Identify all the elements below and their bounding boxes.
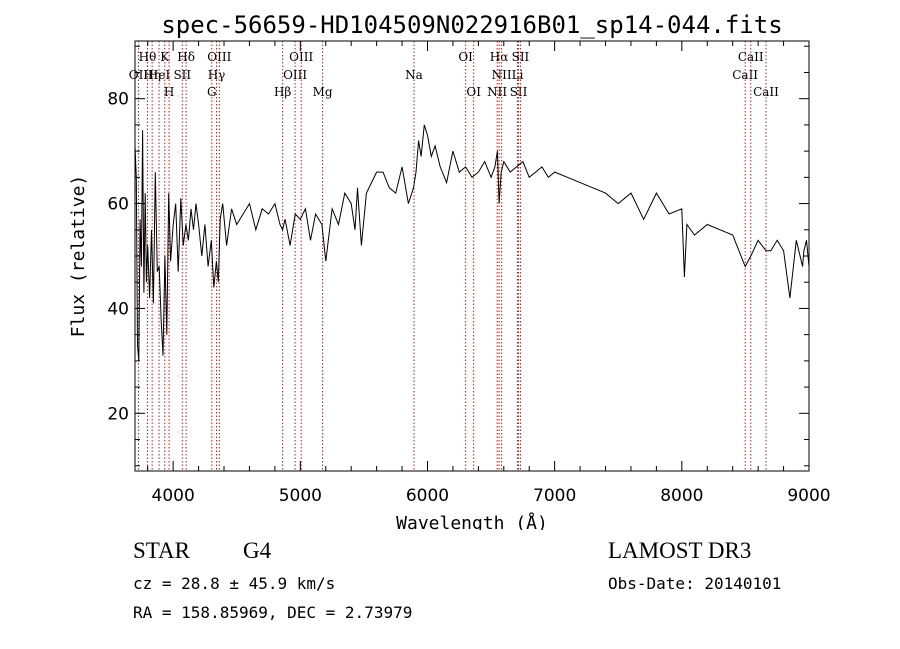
line-label: CaII: [753, 85, 779, 99]
spectrum-chart: spec-56659-HD104509N022916B01_sp14-044.f…: [68, 11, 831, 530]
y-tick-label: 60: [107, 195, 129, 215]
x-tick-label: 7000: [533, 486, 576, 506]
x-tick-label: 4000: [152, 486, 195, 506]
line-label: SII: [510, 85, 528, 99]
line-label: Hη: [143, 68, 161, 82]
line-label: Li: [512, 68, 524, 82]
observation-date: Obs-Date: 20140101: [608, 574, 782, 593]
spectrum-line: [134, 124, 810, 361]
y-tick-label: 80: [107, 90, 129, 110]
chart-title: spec-56659-HD104509N022916B01_sp14-044.f…: [161, 11, 782, 39]
y-tick-label: 40: [107, 299, 129, 319]
line-label: CaII: [732, 68, 758, 82]
line-label: Hα: [490, 50, 509, 64]
line-label: Hβ: [274, 85, 291, 99]
line-label: Hγ: [208, 68, 226, 82]
line-label: SII: [173, 68, 191, 82]
x-tick-label: 8000: [660, 486, 703, 506]
line-label: OI: [458, 50, 473, 64]
line-label: OII: [129, 68, 149, 82]
redshift-velocity: cz = 28.8 ± 45.9 km/s: [133, 574, 336, 593]
y-tick-label: 20: [107, 404, 129, 424]
line-label: OI: [466, 85, 481, 99]
line-label: H: [164, 85, 174, 99]
x-tick-label: 9000: [787, 486, 830, 506]
axis-ticks: 4000 5000 6000 7000 8000 9000 20 40 60 80: [107, 41, 831, 506]
plot-frame: [134, 40, 810, 472]
y-axis-label: Flux (relative): [68, 175, 89, 338]
line-label: Hδ: [177, 50, 195, 64]
object-subclass: G4: [243, 538, 272, 563]
line-label: OIII: [289, 50, 313, 64]
x-axis-label: Wavelength (Å): [396, 512, 548, 530]
x-tick-label: 6000: [406, 486, 449, 506]
line-label: K: [160, 50, 170, 64]
line-label: HeI: [148, 68, 171, 82]
line-label: Na: [405, 68, 423, 82]
line-label: OIII: [207, 50, 231, 64]
line-label: G: [207, 85, 217, 99]
ra-dec-coordinates: RA = 158.85969, DEC = 2.73979: [133, 603, 413, 622]
object-class: STAR: [133, 538, 190, 563]
line-label: Mg: [313, 85, 333, 99]
line-label: SII: [512, 50, 530, 64]
survey-name: LAMOST DR3: [608, 538, 752, 563]
line-label: CaII: [738, 50, 764, 64]
line-label: NII: [492, 68, 512, 82]
line-label: NII: [487, 85, 507, 99]
line-label: OIII: [283, 68, 307, 82]
line-label: Hθ: [139, 50, 157, 64]
x-tick-label: 5000: [279, 486, 322, 506]
